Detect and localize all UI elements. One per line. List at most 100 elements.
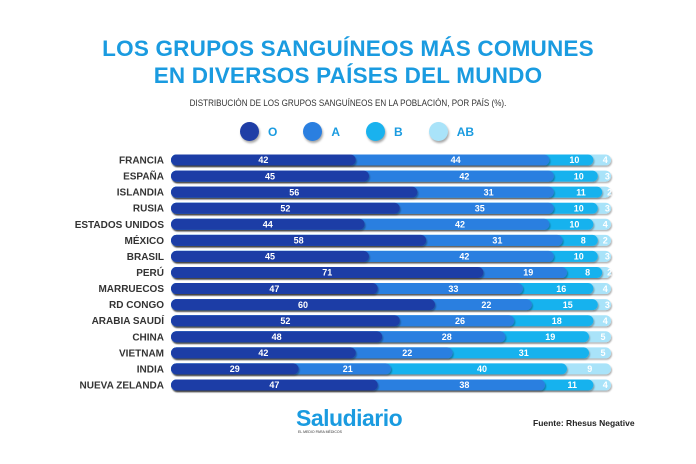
- data-label-o: 58: [294, 236, 304, 246]
- legend-item-o: O: [240, 122, 277, 141]
- legend-swatch-a: [303, 122, 323, 141]
- data-label-ab: 3: [605, 252, 610, 262]
- category-label: RD CONGO: [109, 300, 164, 311]
- data-label-ab: 3: [605, 300, 610, 310]
- chart-title-line-1: LOS GRUPOS SANGUÍNEOS MÁS COMUNES: [102, 36, 594, 61]
- data-label-o: 48: [272, 332, 282, 342]
- category-label: ESPAÑA: [123, 170, 164, 183]
- data-label-ab: 4: [603, 380, 608, 390]
- bar-segment-o: [171, 331, 383, 343]
- data-label-o: 42: [258, 155, 268, 165]
- bar-segment-o: [171, 202, 400, 214]
- data-label-a: 22: [481, 300, 491, 310]
- legend-label-ab: AB: [456, 124, 475, 139]
- legend-label-b: B: [394, 124, 403, 139]
- data-label-o: 44: [263, 219, 273, 229]
- data-label-b: 19: [545, 332, 555, 342]
- data-label-o: 47: [269, 380, 279, 390]
- data-label-a: 21: [343, 364, 353, 374]
- bar-segment-o: [171, 283, 378, 295]
- chart-title-line-2: EN DIVERSOS PAÍSES DEL MUNDO: [153, 63, 543, 88]
- data-label-b: 11: [567, 380, 577, 390]
- legend-swatch-b: [366, 122, 386, 141]
- data-label-o: 45: [265, 252, 275, 262]
- data-label-a: 38: [459, 380, 469, 390]
- data-label-ab: 4: [603, 219, 608, 229]
- legend-swatch-ab: [428, 122, 448, 141]
- data-label-a: 42: [455, 219, 465, 229]
- data-label-b: 10: [569, 155, 579, 165]
- category-label: CHINA: [132, 332, 164, 343]
- data-label-ab: 4: [603, 284, 608, 294]
- source-note: Fuente: Rhesus Negative: [533, 418, 635, 428]
- data-label-b: 15: [563, 300, 573, 310]
- data-label-b: 10: [574, 203, 584, 213]
- data-label-a: 44: [451, 155, 461, 165]
- data-label-a: 19: [523, 268, 533, 278]
- data-label-a: 42: [459, 252, 469, 262]
- data-label-a: 35: [475, 203, 485, 213]
- data-label-b: 40: [477, 364, 487, 374]
- category-label: ISLANDIA: [117, 188, 164, 199]
- data-label-b: 8: [581, 236, 586, 246]
- bar-segment-o: [171, 299, 435, 311]
- data-label-o: 60: [298, 300, 308, 310]
- category-label: INDIA: [137, 364, 164, 375]
- bar-segment-o: [171, 347, 356, 359]
- data-label-b: 10: [574, 171, 584, 181]
- category-label: BRASIL: [127, 252, 164, 263]
- bar-segment-o: [171, 379, 378, 391]
- bar-segment-o: [171, 170, 369, 182]
- legend-item-ab: AB: [428, 122, 475, 141]
- data-label-a: 26: [455, 316, 465, 326]
- bar-segment-o: [171, 186, 418, 198]
- data-label-b: 16: [556, 284, 566, 294]
- data-label-o: 52: [280, 203, 290, 213]
- category-label: PERÚ: [136, 266, 164, 279]
- legend: O A B AB: [240, 122, 474, 141]
- data-label-o: 71: [322, 268, 332, 278]
- legend-item-b: B: [366, 122, 403, 141]
- category-label: VIETNAM: [119, 348, 164, 359]
- data-label-a: 28: [442, 332, 452, 342]
- bar-segment-o: [171, 315, 400, 327]
- data-label-o: 29: [230, 364, 240, 374]
- data-label-ab: 5: [600, 332, 605, 342]
- bar-segment-o: [171, 154, 356, 166]
- saludiario-logo: Saludiario: [296, 405, 403, 431]
- legend-swatch-o: [240, 122, 259, 141]
- data-label-b: 11: [576, 187, 586, 197]
- chart-subtitle: DISTRIBUCIÓN DE LOS GRUPOS SANGUÍNEOS EN…: [189, 98, 507, 109]
- data-label-ab: 2: [607, 268, 612, 278]
- logo-tagline: EL MEDIO PARA MÉDICOS: [298, 430, 342, 434]
- data-label-o: 42: [258, 348, 268, 358]
- data-label-b: 10: [574, 252, 584, 262]
- category-label: ESTADOS UNIDOS: [75, 220, 165, 231]
- legend-item-a: A: [303, 122, 340, 141]
- category-label: NUEVA ZELANDA: [80, 380, 164, 391]
- category-label: ARABIA SAUDÍ: [92, 314, 165, 327]
- data-label-a: 42: [459, 171, 469, 181]
- data-label-ab: 4: [603, 155, 608, 165]
- data-label-a: 22: [402, 348, 412, 358]
- data-label-o: 47: [269, 284, 279, 294]
- bar-segment-o: [171, 218, 365, 230]
- data-label-ab: 5: [600, 348, 605, 358]
- data-label-b: 8: [585, 268, 590, 278]
- data-label-ab: 4: [603, 316, 608, 326]
- data-label-a: 31: [492, 236, 502, 246]
- bar-segment-o: [171, 363, 299, 375]
- bar-segment-o: [171, 234, 427, 246]
- data-label-o: 56: [289, 187, 299, 197]
- category-label: MÉXICO: [125, 234, 165, 247]
- bar-segment-o: [171, 266, 484, 278]
- bar-segment-o: [171, 250, 369, 262]
- legend-label-a: A: [331, 124, 341, 139]
- category-label: FRANCIA: [119, 156, 164, 167]
- data-label-o: 52: [280, 316, 290, 326]
- category-label: MARRUECOS: [98, 284, 164, 295]
- data-label-b: 18: [552, 316, 562, 326]
- legend-label-o: O: [268, 124, 278, 139]
- data-label-ab: 2: [607, 187, 612, 197]
- data-label-b: 31: [519, 348, 529, 358]
